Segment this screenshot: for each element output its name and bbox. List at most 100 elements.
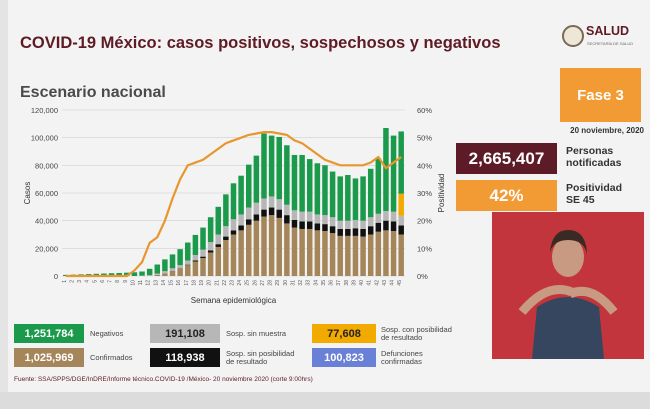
bar-segment	[352, 235, 359, 276]
bar-segment	[398, 225, 404, 235]
bar-segment	[306, 211, 313, 222]
bar-segment	[200, 227, 206, 250]
x-tick-label: 38	[344, 280, 350, 286]
x-tick-label: 41	[367, 280, 373, 286]
bar-segment	[223, 226, 229, 237]
logo-subtitle: SECRETARÍA DE SALUD	[587, 41, 634, 46]
x-tick-label: 2	[69, 280, 75, 283]
bar-segment	[398, 193, 404, 216]
y-tick-label: 100,000	[31, 134, 58, 143]
x-tick-label: 16	[176, 280, 182, 286]
notified-label: Personas notificadas	[566, 145, 621, 169]
bar-segment	[322, 231, 328, 276]
x-tick-label: 14	[161, 280, 167, 286]
bar-segment	[230, 234, 237, 276]
bar-segment	[238, 214, 244, 226]
x-tick-label: 19	[199, 280, 205, 286]
notified-value: 2,665,407	[456, 143, 557, 174]
bar-segment	[238, 175, 244, 215]
x-tick-label: 36	[329, 280, 335, 286]
notified-label-line2: notificadas	[566, 157, 622, 169]
bar-segment	[215, 244, 221, 247]
bar-segment	[337, 176, 343, 221]
legend-sosp-sin-posibilidad-line2: de resultado	[226, 357, 268, 366]
x-tick-label: 45	[397, 280, 403, 286]
bar-segment	[238, 225, 244, 231]
bar-segment	[177, 249, 183, 266]
legend-sosp-con-posibilidad-value: 77,608	[312, 324, 376, 343]
positivity-label-line2: SE 45	[566, 194, 595, 206]
bar-segment	[207, 217, 214, 243]
bar-segment	[337, 235, 343, 276]
bar-segment	[185, 265, 191, 276]
bar-segment	[162, 271, 168, 274]
bar-segment	[223, 240, 229, 276]
bar-segment	[169, 268, 176, 272]
bar-segment	[154, 273, 161, 275]
x-tick-label: 35	[321, 280, 327, 286]
mexico-seal-icon	[562, 25, 584, 47]
logo-name: SALUD	[586, 24, 630, 38]
bar-segment	[314, 230, 321, 276]
bar-segment	[185, 242, 191, 261]
bar-segment	[284, 223, 290, 276]
bar-segment	[230, 219, 237, 231]
positivity-value: 42%	[456, 180, 557, 211]
bar-segment	[299, 221, 305, 229]
bar-segment	[375, 222, 382, 232]
y2-axis-label: Positividad	[437, 174, 446, 213]
bar-segment	[284, 145, 290, 205]
bar-segment	[253, 155, 260, 203]
bar-segment	[345, 175, 351, 221]
bar-segment	[367, 226, 374, 235]
x-tick-label: 37	[336, 280, 342, 286]
x-tick-label: 31	[290, 280, 296, 286]
bar-segment	[124, 272, 130, 276]
x-tick-label: 32	[298, 280, 304, 286]
bar-segment	[276, 199, 282, 210]
x-tick-label: 25	[245, 280, 251, 286]
bar-segment	[360, 176, 366, 221]
bar-segment	[276, 209, 282, 218]
bar-segment	[390, 231, 397, 276]
bar-segment	[154, 264, 161, 274]
x-tick-label: 43	[382, 280, 388, 286]
x-tick-label: 21	[214, 280, 220, 286]
x-tick-label: 15	[169, 280, 175, 286]
bar-segment	[322, 215, 328, 225]
x-tick-label: 7	[108, 280, 114, 283]
bar-segment	[398, 215, 404, 226]
y-axis-label: Casos	[23, 182, 32, 205]
bar-segment	[375, 213, 382, 223]
interpreter-figure-icon	[518, 230, 618, 359]
bar-segment	[169, 254, 176, 269]
x-tick-label: 4	[85, 280, 91, 283]
bar-segment	[329, 233, 336, 276]
x-tick-label: 17	[184, 280, 190, 286]
bar-segment	[299, 154, 305, 212]
legend-sosp-con-posibilidad-line1: Sosp. con posibilidad	[381, 325, 452, 334]
bar-segment	[360, 220, 366, 229]
bar-segment	[192, 234, 199, 255]
x-tick-label: 27	[260, 280, 266, 286]
bar-segment	[352, 228, 359, 236]
bar-segment	[375, 158, 382, 214]
bar-segment	[246, 207, 252, 220]
bar-segment	[390, 211, 397, 222]
bar-segment	[398, 131, 404, 194]
phase-badge: Fase 3	[560, 68, 641, 122]
x-tick-label: 28	[268, 280, 274, 286]
bar-segment	[291, 154, 298, 211]
bar-segment	[177, 265, 183, 269]
y2-tick-label: 30%	[417, 189, 432, 198]
bar-segment	[177, 268, 183, 276]
bar-segment	[306, 159, 313, 212]
legend-sosp-sin-posibilidad-line1: Sosp. sin posibilidad	[226, 349, 295, 358]
legend-confirmados-label: Confirmados	[90, 353, 133, 362]
bar-segment	[108, 273, 115, 276]
bar-segment	[383, 230, 389, 276]
x-axis-label: Semana epidemiológica	[191, 296, 277, 305]
bar-segment	[154, 274, 161, 276]
x-tick-label: 22	[222, 280, 228, 286]
bar-segment	[169, 271, 176, 276]
